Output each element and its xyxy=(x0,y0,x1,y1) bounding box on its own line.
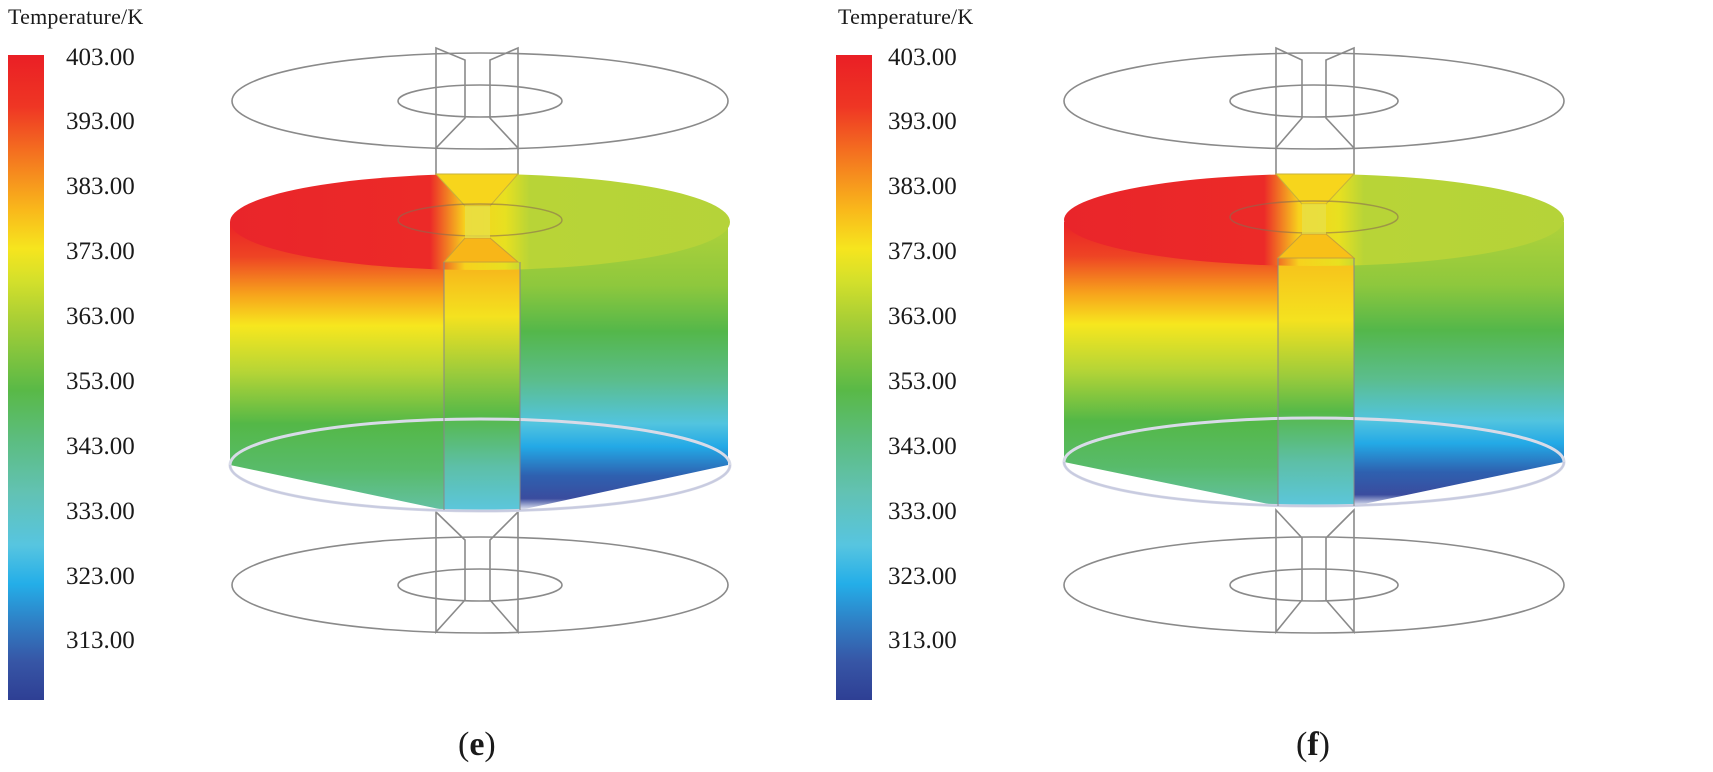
legend-tick: 363.00 xyxy=(66,303,135,330)
legend-tick: 313.00 xyxy=(888,627,957,654)
panel-label-e: (e) xyxy=(458,726,496,763)
legend-tick: 333.00 xyxy=(888,498,957,525)
thermal-model-f xyxy=(1062,46,1566,635)
wireframe-top xyxy=(231,46,729,178)
panel-e: Temperature/K 403.00 393.00 383.00 373.0… xyxy=(0,0,856,772)
cylinder-right-face xyxy=(520,222,728,510)
hole-slot xyxy=(465,206,490,238)
legend-tick: 403.00 xyxy=(888,44,957,71)
legend-tick: 333.00 xyxy=(66,498,135,525)
panel-label-f: (f) xyxy=(1296,726,1330,763)
cylinder-bottom-edge xyxy=(229,464,731,512)
wireframe-bottom xyxy=(231,510,729,635)
cylinder-gap-face xyxy=(1278,258,1354,506)
temperature-colorbar xyxy=(836,55,872,700)
cylinder-gap-face xyxy=(444,262,520,510)
legend-tick: 353.00 xyxy=(888,368,957,395)
legend-tick: 323.00 xyxy=(888,563,957,590)
cylinder-bottom-edge xyxy=(1063,461,1565,507)
legend-tick: 313.00 xyxy=(66,627,135,654)
legend-tick: 373.00 xyxy=(66,238,135,265)
legend-tick: 383.00 xyxy=(66,173,135,200)
legend-tick: 373.00 xyxy=(888,238,957,265)
temperature-colorbar xyxy=(8,55,44,700)
legend-tick: 383.00 xyxy=(888,173,957,200)
panel-f: Temperature/K 403.00 393.00 383.00 373.0… xyxy=(836,0,1712,772)
legend-tick: 363.00 xyxy=(888,303,957,330)
legend-tick: 343.00 xyxy=(888,433,957,460)
hole-slot xyxy=(1302,204,1326,234)
cylinder-right-face xyxy=(1354,222,1564,506)
legend-tick: 323.00 xyxy=(66,563,135,590)
legend-tick: 393.00 xyxy=(66,108,135,135)
wireframe-top xyxy=(1063,46,1565,176)
legend-tick: 393.00 xyxy=(888,108,957,135)
legend-tick: 343.00 xyxy=(66,433,135,460)
legend-tick: 353.00 xyxy=(66,368,135,395)
cylinder-left-face xyxy=(1064,222,1278,506)
legend-title: Temperature/K xyxy=(8,4,144,29)
thermal-model-e xyxy=(228,46,732,635)
legend-title: Temperature/K xyxy=(838,4,974,29)
legend-tick: 403.00 xyxy=(66,44,135,71)
wireframe-bottom xyxy=(1063,507,1565,635)
